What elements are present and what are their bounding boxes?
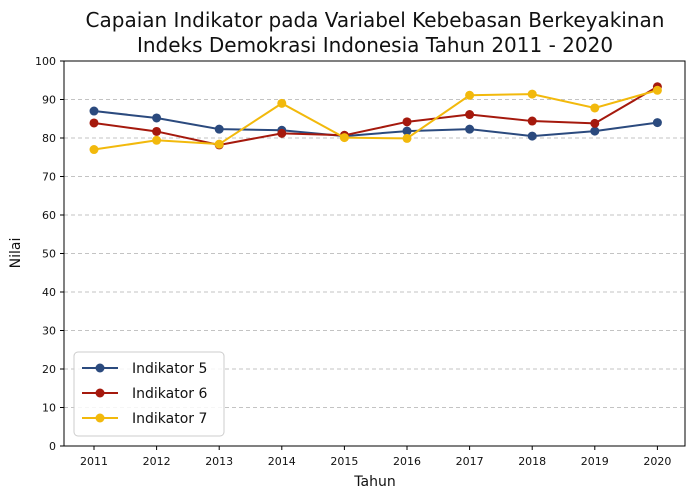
data-point [590,103,600,113]
y-tick-label: 40 [42,286,56,299]
y-tick-label: 30 [42,325,56,338]
chart-title-line2: Indeks Demokrasi Indonesia Tahun 2011 - … [137,33,613,57]
legend-label: Indikator 7 [132,411,207,427]
data-point [402,126,412,136]
legend-item: Indikator 7 [82,411,207,427]
data-point [89,106,99,116]
data-point [652,85,662,95]
data-point [590,126,600,136]
legend: Indikator 5 Indikator 6 Indikator 7 [73,351,225,437]
series-2 [89,82,662,150]
data-point [152,126,162,136]
data-point [402,117,412,127]
y-tick-label: 10 [42,402,56,415]
y-tick-label: 100 [35,55,56,68]
chart-title-line1: Capaian Indikator pada Variabel Kebebasa… [86,8,665,32]
x-tick-label: 2017 [456,455,484,468]
x-tick-label: 2020 [643,455,671,468]
legend-swatch-marker [95,413,105,423]
legend-item: Indikator 6 [82,386,207,402]
data-point [527,116,537,126]
series-line [93,110,658,138]
legend-label: Indikator 6 [132,386,207,402]
data-point [214,139,224,149]
series-line [93,85,658,146]
y-tick-label: 70 [42,171,56,184]
series-group [89,82,662,155]
y-tick-label: 90 [42,94,56,107]
y-tick-label: 20 [42,363,56,376]
series-line [93,89,658,151]
data-point [339,133,349,143]
data-point [652,118,662,128]
data-point [590,118,600,128]
legend-box [73,351,225,437]
x-tick-label: 2011 [80,455,108,468]
x-tick-label: 2016 [393,455,421,468]
data-point [402,133,412,143]
data-point [465,110,475,120]
y-tick-label: 80 [42,132,56,145]
y-tick-label: 0 [49,440,56,453]
x-tick-label: 2015 [330,455,358,468]
y-axis-label: Nilai [8,238,24,269]
series-3 [89,85,662,155]
x-tick-label: 2012 [143,455,171,468]
legend-item: Indikator 5 [82,361,207,377]
legend-label: Indikator 5 [132,361,207,377]
x-tick-label: 2014 [268,455,296,468]
y-tick-label: 60 [42,209,56,222]
data-point [465,90,475,100]
x-tick-label: 2018 [518,455,546,468]
x-axis-label: Tahun [353,474,395,490]
data-point [152,135,162,145]
data-point [277,98,287,108]
data-point [277,128,287,138]
legend-swatch-marker [95,363,105,373]
legend-swatch-marker [95,388,105,398]
data-point [527,131,537,141]
x-axis-ticks: 2011 2012 2013 2014 2015 2016 2017 2018 2019 2020 [80,446,671,468]
data-point [89,118,99,128]
data-point [465,124,475,134]
data-point [214,124,224,134]
x-tick-label: 2019 [581,455,609,468]
data-point [89,145,99,155]
data-point [152,113,162,123]
x-tick-label: 2013 [205,455,233,468]
y-axis-ticks: 0 10 20 30 40 50 60 70 80 90 100 [35,55,64,453]
y-tick-label: 50 [42,248,56,261]
plot-frame [63,60,686,447]
data-point [527,89,537,99]
